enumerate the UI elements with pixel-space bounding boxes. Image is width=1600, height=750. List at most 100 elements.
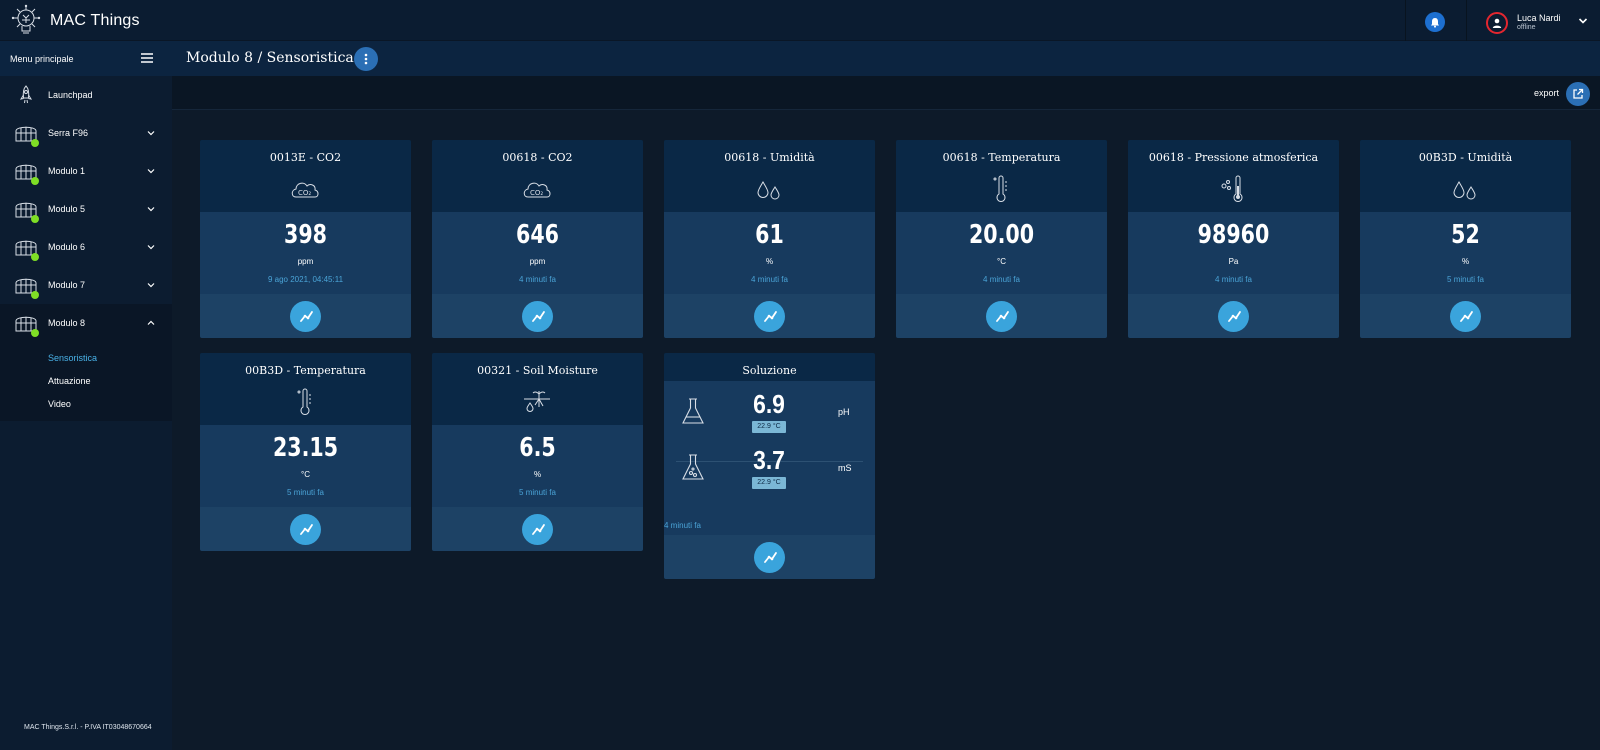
sensor-card: 00618 - Pressione atmosferica 98960 Pa 4… (1128, 140, 1339, 338)
greenhouse-icon (15, 316, 37, 332)
flask-bubbles-icon (682, 454, 704, 480)
sensor-value: 6.5 (519, 433, 556, 463)
chevron-down-icon (147, 169, 155, 174)
page-header: Modulo 8 / Sensoristica (172, 41, 1600, 76)
greenhouse-icon (15, 240, 37, 256)
avatar[interactable] (1486, 12, 1508, 34)
sidebar-item-modulo-6[interactable]: Modulo 6 (0, 228, 172, 266)
sensor-value: 52 (1451, 220, 1480, 250)
sensor-timestamp: 5 minuti fa (287, 488, 324, 497)
sensor-value: 61 (755, 220, 784, 250)
sensor-card: 00321 - Soil Moisture 6.5 % 5 minuti fa (432, 353, 643, 551)
sensor-title: 00618 - Umidità (724, 151, 815, 164)
trend-chart-icon (531, 523, 545, 535)
sidebar-item-serra-f96[interactable]: Serra F96 (0, 114, 172, 152)
chart-button[interactable] (522, 301, 553, 332)
sensor-title: 00618 - CO2 (502, 151, 573, 164)
chevron-down-icon (147, 131, 155, 136)
sensor-value: 646 (516, 220, 559, 250)
solution-title: Soluzione (742, 364, 797, 377)
sensor-timestamp: 4 minuti fa (1215, 275, 1252, 284)
greenhouse-icon (15, 278, 37, 294)
chart-button[interactable] (754, 301, 785, 332)
sidebar-item-modulo-1[interactable]: Modulo 1 (0, 152, 172, 190)
sensor-timestamp: 9 ago 2021, 04:45:11 (267, 275, 344, 284)
sensor-timestamp: 4 minuti fa (519, 275, 556, 284)
sensor-unit: ppm (529, 257, 546, 266)
trend-chart-icon (299, 310, 313, 322)
sensor-card: 00B3D - Umidità 52 % 5 minuti fa (1360, 140, 1571, 338)
kebab-menu-icon (364, 53, 368, 65)
sidebar-subitem-video[interactable]: Video (48, 398, 71, 409)
export-button[interactable] (1566, 82, 1590, 106)
chart-button[interactable] (290, 514, 321, 545)
user-status: offline (1517, 24, 1536, 31)
sensor-value: 20.00 (968, 220, 1035, 250)
sidebar-item-modulo-5[interactable]: Modulo 5 (0, 190, 172, 228)
brand[interactable]: MAC Things (10, 3, 140, 39)
ec-temperature-badge: 22.9 °C (752, 477, 786, 489)
sensor-unit: % (1461, 257, 1470, 266)
chevron-down-icon (147, 283, 155, 288)
export-label[interactable]: export (1534, 88, 1560, 98)
chevron-down-icon[interactable] (1578, 17, 1588, 25)
sensor-value: 398 (284, 220, 327, 250)
sidebar-title: Menu principale (10, 53, 74, 64)
sidebar-subitem-sensoristica[interactable]: Sensoristica (48, 352, 98, 363)
chevron-down-icon (147, 245, 155, 250)
chart-button[interactable] (522, 514, 553, 545)
sidebar-item-label: Modulo 7 (48, 280, 86, 290)
footer-company-info: MAC Things.S.r.l. - P.IVA IT03048670664 (24, 724, 152, 731)
chevron-down-icon (147, 207, 155, 212)
sensor-title: 00B3D - Temperatura (245, 364, 366, 377)
greenhouse-icon (15, 202, 37, 218)
sensor-title: 0013E - CO2 (269, 151, 342, 164)
sidebar-item-modulo-7[interactable]: Modulo 7 (0, 266, 172, 304)
bell-icon (1431, 17, 1439, 28)
notifications-button[interactable] (1425, 12, 1445, 32)
sensor-card: 0013E - CO2 398 ppm 9 ago 2021, 04:45:11 (200, 140, 411, 338)
ec-value: 3.7 (753, 445, 785, 475)
page-title: Modulo 8 / Sensoristica (186, 50, 354, 66)
sensor-unit: °C (997, 257, 1006, 266)
sidebar-item-label: Modulo 8 (48, 318, 86, 328)
more-options-button[interactable] (354, 47, 378, 71)
sidebar-item-label: Launchpad (48, 90, 93, 100)
sidebar-item-modulo-8[interactable]: Modulo 8 (0, 304, 172, 342)
user-name[interactable]: Luca Nardi (1517, 13, 1561, 23)
sidebar-item-launchpad[interactable]: Launchpad (0, 76, 172, 114)
chart-button[interactable] (290, 301, 321, 332)
external-link-icon (1573, 88, 1584, 99)
chart-button[interactable] (754, 542, 785, 573)
sidebar-item-label: Modulo 5 (48, 204, 86, 214)
sidebar-item-label: Serra F96 (48, 128, 89, 138)
chart-button[interactable] (1450, 301, 1481, 332)
ec-unit: mS (838, 463, 852, 473)
pressure-thermometer-icon (1221, 175, 1243, 203)
trend-chart-icon (1227, 310, 1241, 322)
ph-temperature-badge: 22.9 °C (752, 421, 786, 433)
sensor-value: 98960 (1197, 220, 1270, 250)
toolbar: export (172, 76, 1600, 110)
sidebar-subitem-attuazione[interactable]: Attuazione (48, 375, 91, 386)
trend-chart-icon (763, 551, 777, 563)
divider (676, 461, 863, 462)
app-title: MAC Things (50, 12, 140, 29)
thermometer-icon (993, 175, 1008, 202)
water-drops-icon (1453, 181, 1476, 200)
sidebar: Menu principale Launchpad Serra F96 (0, 41, 172, 750)
sensor-title: 00321 - Soil Moisture (477, 364, 598, 377)
co2-cloud-icon (291, 182, 319, 198)
online-status-dot (31, 329, 39, 337)
chart-button[interactable] (986, 301, 1017, 332)
chart-button[interactable] (1218, 301, 1249, 332)
sensor-timestamp: 4 minuti fa (983, 275, 1020, 284)
divider (1466, 0, 1467, 41)
hamburger-menu-icon[interactable] (141, 53, 153, 63)
chevron-up-icon (147, 320, 155, 325)
sensor-timestamp: 4 minuti fa (751, 275, 788, 284)
online-status-dot (31, 215, 39, 223)
user-icon (1492, 18, 1502, 28)
trend-chart-icon (995, 310, 1009, 322)
sensor-unit: Pa (1228, 257, 1239, 266)
